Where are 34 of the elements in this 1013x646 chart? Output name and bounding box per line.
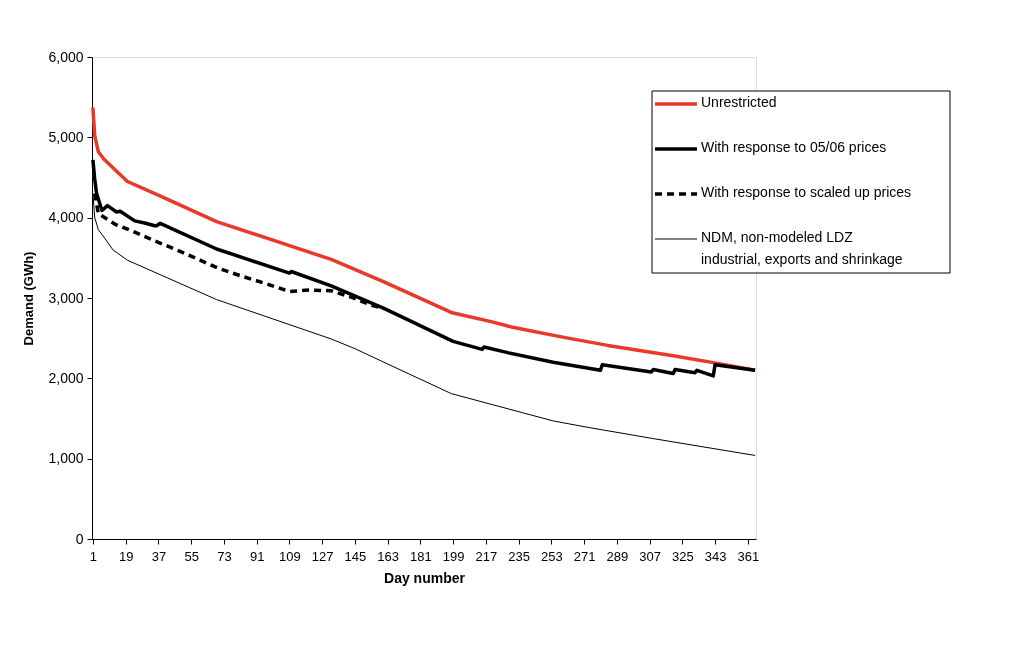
y-axis-title: Demand (GWh) [21, 251, 37, 346]
legend-label: With response to scaled up prices [701, 184, 912, 200]
y-tick-label: 6,000 [48, 48, 84, 65]
x-tick-label: 289 [606, 548, 629, 564]
x-tick-label: 199 [442, 548, 465, 564]
x-tick-label: 235 [508, 548, 530, 564]
x-tick-label: 1 [89, 548, 98, 564]
x-tick-label: 109 [279, 548, 301, 564]
legend-label: Unrestricted [701, 94, 777, 110]
x-tick-label: 73 [217, 548, 232, 564]
x-tick-label: 19 [118, 548, 134, 564]
x-tick-label: 253 [540, 548, 563, 564]
x-tick-label: 37 [151, 548, 167, 564]
y-tick-label: 1,000 [48, 450, 84, 467]
x-tick-label: 91 [249, 548, 265, 564]
x-tick-label: 361 [737, 548, 760, 564]
x-tick-label: 55 [184, 548, 199, 564]
y-tick-label: 4,000 [48, 209, 84, 226]
x-tick-label: 217 [475, 548, 498, 564]
x-axis-title: Day number [384, 569, 466, 586]
x-tick-label: 127 [311, 548, 334, 564]
x-tick-label: 343 [704, 548, 727, 564]
x-tick-label: 145 [344, 548, 367, 564]
y-tick-label: 2,000 [48, 369, 84, 386]
legend-label: NDM, non-modeled LDZ industrial, exports and shrinkage [701, 229, 903, 267]
legend-label: With response to 05/06 prices [701, 139, 887, 155]
x-tick-label: 163 [377, 548, 399, 564]
x-tick-label: 325 [671, 548, 694, 564]
x-tick-label: 181 [410, 548, 432, 564]
y-tick-label: 5,000 [48, 128, 84, 145]
y-tick-label: 3,000 [48, 289, 84, 306]
y-tick-label: 0 [75, 530, 84, 547]
x-tick-label: 307 [639, 548, 661, 564]
x-tick-label: 271 [573, 548, 596, 564]
